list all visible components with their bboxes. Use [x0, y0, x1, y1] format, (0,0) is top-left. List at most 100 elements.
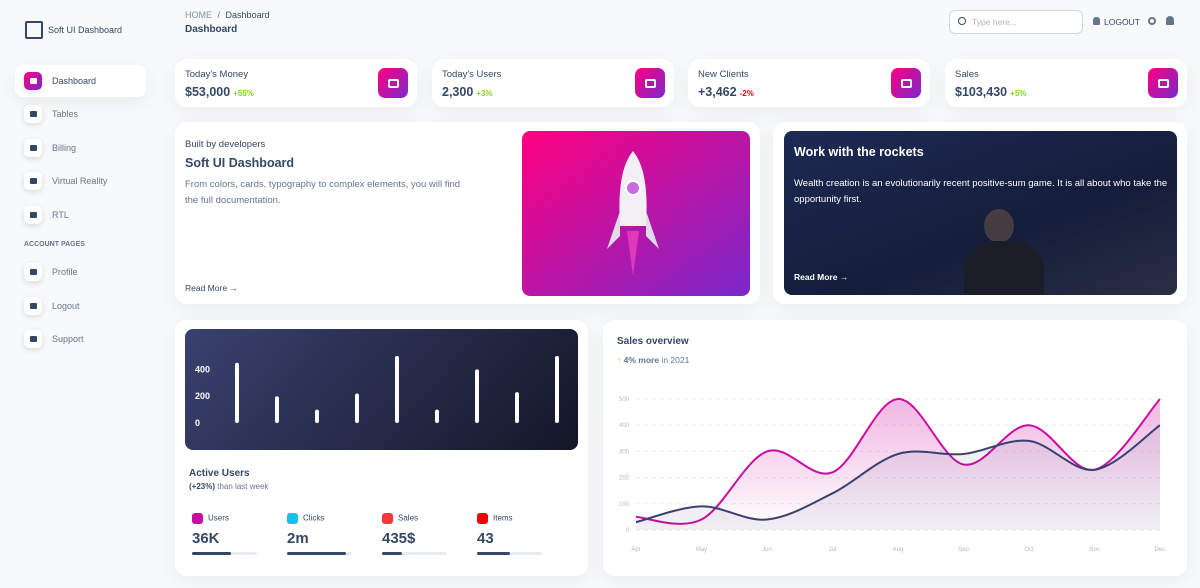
nav-item[interactable]: Virtual Reality: [15, 165, 146, 197]
icon-glyph: [29, 212, 37, 218]
stat-label: Today's Money: [185, 69, 249, 80]
user-icon: [1093, 17, 1100, 25]
nav-item[interactable]: RTL: [15, 199, 146, 231]
nav-item[interactable]: Logout: [15, 290, 146, 322]
metric-icon: [477, 513, 488, 524]
stat-value-row: +3,462 -2%: [698, 83, 754, 101]
nav-item[interactable]: Support: [15, 323, 146, 355]
icon-glyph: [644, 78, 656, 88]
card-title: Work with the rockets: [794, 145, 924, 159]
card-text: From colors, cards, typography to comple…: [185, 179, 461, 206]
bar: [475, 369, 479, 423]
stat-label: New Clients: [698, 69, 749, 80]
area: [636, 398, 1160, 530]
metric: Clicks 2m: [287, 513, 352, 555]
stat-card: Today's Money $53,000 +55%: [175, 59, 417, 107]
stat-icon: [378, 68, 408, 98]
nav-label[interactable]: RTL: [52, 210, 69, 220]
search-placeholder: Type here...: [972, 17, 1017, 27]
active-users-card: 0 200 400 Active Users (+23%) than last we…: [175, 320, 588, 576]
bar: [315, 409, 319, 423]
stat-change: +55%: [233, 89, 254, 98]
stat-change: -2%: [739, 89, 754, 98]
nav-label[interactable]: Dashboard: [52, 76, 97, 86]
progress-track: [382, 552, 447, 555]
stat-card: Sales $103,430 +5%: [945, 59, 1187, 107]
search-icon: [958, 17, 966, 25]
stat-value-row: $53,000 +55%: [185, 83, 254, 101]
metric-label-row: Users: [192, 513, 257, 524]
logout-link[interactable]: LOGOUT: [1104, 17, 1140, 27]
section-title: ACCOUNT PAGES: [24, 241, 85, 248]
bar-chart: 0 200 400: [195, 356, 559, 428]
link-text[interactable]: Read More: [185, 283, 228, 293]
stat-icon: [1148, 68, 1178, 98]
nav-item[interactable]: Dashboard: [15, 65, 146, 97]
y-tick-label: 0: [195, 418, 200, 428]
icon-glyph: [387, 78, 399, 88]
area: [636, 425, 1160, 530]
nav-icon: [24, 139, 42, 157]
bar: [355, 393, 359, 423]
bar: [515, 392, 519, 423]
nav-icon: [24, 105, 42, 123]
nav-label[interactable]: Profile: [52, 267, 78, 277]
nav-label[interactable]: Logout: [52, 300, 80, 311]
bar: [395, 356, 399, 423]
icon-glyph: [29, 178, 37, 184]
icon-glyph: [29, 78, 37, 84]
sales-overview-card: Sales overview ↑ 4% more in 2021 0 100 200…: [603, 320, 1187, 576]
y-tick-label: 300: [619, 449, 630, 455]
y-tick-label: 400: [195, 364, 210, 374]
progress-track: [287, 552, 352, 555]
icon-glyph: [29, 336, 37, 342]
card-subtitle: (+23%) than last week: [189, 482, 268, 491]
card-title: Soft UI Dashboard: [185, 156, 295, 170]
page-title: Dashboard: [185, 24, 238, 35]
card-text: Wealth creation is an evolutionarily rec…: [794, 178, 1168, 205]
x-tick-label: Jul: [829, 547, 837, 553]
metric-label-row: Sales: [382, 513, 447, 524]
metric-icon: [382, 513, 393, 524]
nav-label[interactable]: Support: [52, 334, 84, 344]
stat-value: $103,430: [955, 85, 1008, 99]
progress-fill: [477, 552, 510, 555]
nav-label[interactable]: Virtual Reality: [52, 176, 108, 186]
card-kicker: Built by developers: [185, 139, 266, 150]
stat-value: $53,000: [185, 85, 231, 99]
rockets-image: Work with the rockets Wealth creation is…: [784, 131, 1177, 295]
nav-icon: [24, 296, 42, 315]
nav-item[interactable]: Profile: [15, 256, 146, 288]
metric-label-row: Clicks: [287, 513, 352, 524]
metric-value: 435$: [382, 530, 416, 547]
bar: [275, 396, 279, 423]
brand[interactable]: Soft UI Dashboard: [48, 25, 123, 35]
nav-label[interactable]: Tables: [52, 109, 79, 119]
nav-label[interactable]: Billing: [52, 143, 77, 153]
stat-icon: [891, 68, 921, 98]
subtitle-text: in 2021: [661, 355, 690, 365]
rocket-illustration: [522, 131, 750, 296]
subtitle-text: than last week: [217, 482, 269, 491]
read-more-link[interactable]: Read More →: [185, 283, 238, 293]
metric-label: Sales: [398, 513, 419, 523]
icon-glyph: [29, 145, 37, 151]
bar: [235, 362, 239, 423]
link-text[interactable]: Read More: [794, 272, 838, 282]
read-more-link[interactable]: Read More →: [794, 272, 849, 282]
x-tick-label: Oct: [1024, 547, 1034, 553]
nav-item[interactable]: Tables: [15, 98, 146, 130]
breadcrumb-root[interactable]: HOME: [185, 10, 212, 20]
settings-icon[interactable]: [1148, 17, 1156, 25]
card-subtitle: ↑ 4% more in 2021: [617, 355, 690, 365]
notifications-icon[interactable]: [1166, 16, 1174, 25]
bar: [435, 409, 439, 423]
metric-value: 43: [477, 530, 494, 547]
search-box[interactable]: Type here...: [949, 10, 1083, 34]
nav-item[interactable]: Billing: [15, 132, 146, 164]
y-tick-label: 200: [195, 391, 210, 401]
metric-icon: [192, 513, 203, 524]
subtitle-highlight: 4% more: [623, 355, 660, 365]
stat-label: Today's Users: [442, 69, 502, 80]
x-tick-label: Jun: [762, 547, 772, 553]
